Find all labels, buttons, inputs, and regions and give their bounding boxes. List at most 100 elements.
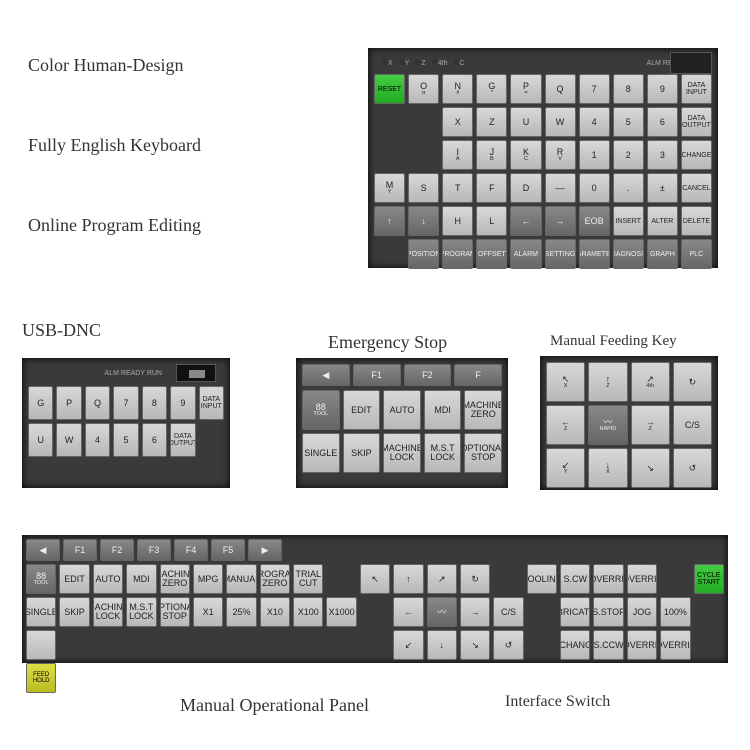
- key-s[interactable]: S: [408, 173, 439, 203]
- key--[interactable]: ↓: [408, 206, 439, 236]
- key-setting[interactable]: SETTING: [545, 239, 576, 269]
- key-x100[interactable]: X100: [293, 597, 323, 627]
- key--[interactable]: ▶: [248, 539, 282, 561]
- key--[interactable]: ↗4th: [631, 362, 670, 402]
- key--[interactable]: ±: [647, 173, 678, 203]
- key-optional-stop[interactable]: OPTIONAL STOP: [464, 433, 502, 473]
- key--[interactable]: ←Z: [546, 405, 585, 445]
- key-data-output[interactable]: DATA OUTPUT: [170, 423, 195, 457]
- key--[interactable]: ↺: [673, 448, 712, 488]
- key--[interactable]: ◀: [302, 364, 350, 386]
- key-q[interactable]: Q: [85, 386, 110, 420]
- key-x[interactable]: X: [442, 107, 473, 137]
- key--[interactable]: ↺: [493, 630, 523, 660]
- key--[interactable]: ↻: [460, 564, 490, 594]
- key-s-cw[interactable]: S.CW: [560, 564, 590, 594]
- key-cycle-start[interactable]: CYCLE START: [694, 564, 724, 594]
- key-data-output[interactable]: DATA OUTPUT: [681, 107, 712, 137]
- key-f1[interactable]: F1: [353, 364, 401, 386]
- key-alter[interactable]: ALTER: [647, 206, 678, 236]
- key-single[interactable]: SINGLE: [26, 597, 56, 627]
- key-cancel[interactable]: CANCEL: [681, 173, 712, 203]
- key-offset[interactable]: OFFSET: [476, 239, 507, 269]
- key-t-change[interactable]: T.CHANGE: [560, 630, 590, 660]
- key--[interactable]: ↑: [393, 564, 423, 594]
- key-position[interactable]: POSITION: [408, 239, 439, 269]
- key-skip[interactable]: SKIP: [343, 433, 381, 473]
- key-diagnosis[interactable]: DIAGNOSIS: [613, 239, 644, 269]
- key-l[interactable]: L: [476, 206, 507, 236]
- key-9[interactable]: 9: [170, 386, 195, 420]
- key-9[interactable]: 9: [647, 74, 678, 104]
- key--[interactable]: ↻: [673, 362, 712, 402]
- key--[interactable]: ↓: [427, 630, 457, 660]
- key-single[interactable]: SINGLE: [302, 433, 340, 473]
- key-i[interactable]: IA: [442, 140, 473, 170]
- key-f4[interactable]: F4: [174, 539, 208, 561]
- key-5[interactable]: 5: [613, 107, 644, 137]
- key-parameter[interactable]: PARAMETER: [579, 239, 610, 269]
- key--[interactable]: ↙: [393, 630, 423, 660]
- key-machine-lock[interactable]: MACHINE LOCK: [93, 597, 123, 627]
- usb-port[interactable]: [176, 364, 216, 382]
- key--[interactable]: —: [545, 173, 576, 203]
- key-[interactable]: [26, 630, 56, 660]
- key--[interactable]: ←: [510, 206, 541, 236]
- key--[interactable]: ←: [393, 597, 423, 627]
- key-d[interactable]: D: [510, 173, 541, 203]
- key-g[interactable]: G: [28, 386, 53, 420]
- key-0[interactable]: 0: [579, 173, 610, 203]
- key-k[interactable]: KC: [510, 140, 541, 170]
- key-machine-zero[interactable]: MACHINE ZERO: [160, 564, 190, 594]
- key-x10[interactable]: X10: [260, 597, 290, 627]
- key-2[interactable]: 2: [613, 140, 644, 170]
- key-insert[interactable]: INSERT: [613, 206, 644, 236]
- key-88[interactable]: 88TOOL: [302, 390, 340, 430]
- key-f5[interactable]: F5: [211, 539, 245, 561]
- key-graph[interactable]: GRAPH: [647, 239, 678, 269]
- key-feed-hold[interactable]: FEED HOLD: [26, 663, 56, 693]
- key-8[interactable]: 8: [613, 74, 644, 104]
- key-j[interactable]: JB: [476, 140, 507, 170]
- key-x1[interactable]: X1: [193, 597, 223, 627]
- key--[interactable]: ↑: [374, 206, 405, 236]
- key-x1000[interactable]: X1000: [326, 597, 356, 627]
- key--[interactable]: ↓X: [588, 448, 627, 488]
- key-mdi[interactable]: MDI: [424, 390, 462, 430]
- key--[interactable]: 〰RAPID: [588, 405, 627, 445]
- key-skip[interactable]: SKIP: [59, 597, 89, 627]
- key--[interactable]: 〰: [427, 597, 457, 627]
- key-p[interactable]: P: [56, 386, 81, 420]
- key-f2[interactable]: F2: [404, 364, 452, 386]
- key-edit[interactable]: EDIT: [59, 564, 89, 594]
- key-cooling[interactable]: COOLING: [527, 564, 557, 594]
- key-r[interactable]: RV: [545, 140, 576, 170]
- key-f[interactable]: F: [454, 364, 502, 386]
- key-7[interactable]: 7: [113, 386, 138, 420]
- key-reset[interactable]: RESET: [374, 74, 405, 104]
- key-o[interactable]: Oα: [408, 74, 439, 104]
- key-s-override[interactable]: S.OVERRIDE: [627, 630, 657, 660]
- key-s-ccw[interactable]: S.CCW: [593, 630, 623, 660]
- key-g[interactable]: G*: [476, 74, 507, 104]
- key-s-stop[interactable]: S.STOP: [593, 597, 623, 627]
- key--[interactable]: ↙Y: [546, 448, 585, 488]
- key-mpg[interactable]: MPG: [193, 564, 223, 594]
- key-f3[interactable]: F3: [137, 539, 171, 561]
- key--[interactable]: .: [613, 173, 644, 203]
- key-m[interactable]: MY: [374, 173, 405, 203]
- key-8[interactable]: 8: [142, 386, 167, 420]
- key-100-[interactable]: 100%: [660, 597, 690, 627]
- key-s-override[interactable]: S.OVERRIDE: [593, 564, 623, 594]
- key-f1[interactable]: F1: [63, 539, 97, 561]
- key-jog[interactable]: JOG: [627, 597, 657, 627]
- key-f-override[interactable]: F.OVERRIDE: [660, 630, 690, 660]
- key-optional-stop[interactable]: OPTIONAL STOP: [160, 597, 190, 627]
- key-f-override[interactable]: F.OVERRIDE: [627, 564, 657, 594]
- key-6[interactable]: 6: [647, 107, 678, 137]
- key-1[interactable]: 1: [579, 140, 610, 170]
- key--[interactable]: ↑Z: [588, 362, 627, 402]
- key-machine-lock[interactable]: MACHINE LOCK: [383, 433, 421, 473]
- key-data-input[interactable]: DATA INPUT: [681, 74, 712, 104]
- key-6[interactable]: 6: [142, 423, 167, 457]
